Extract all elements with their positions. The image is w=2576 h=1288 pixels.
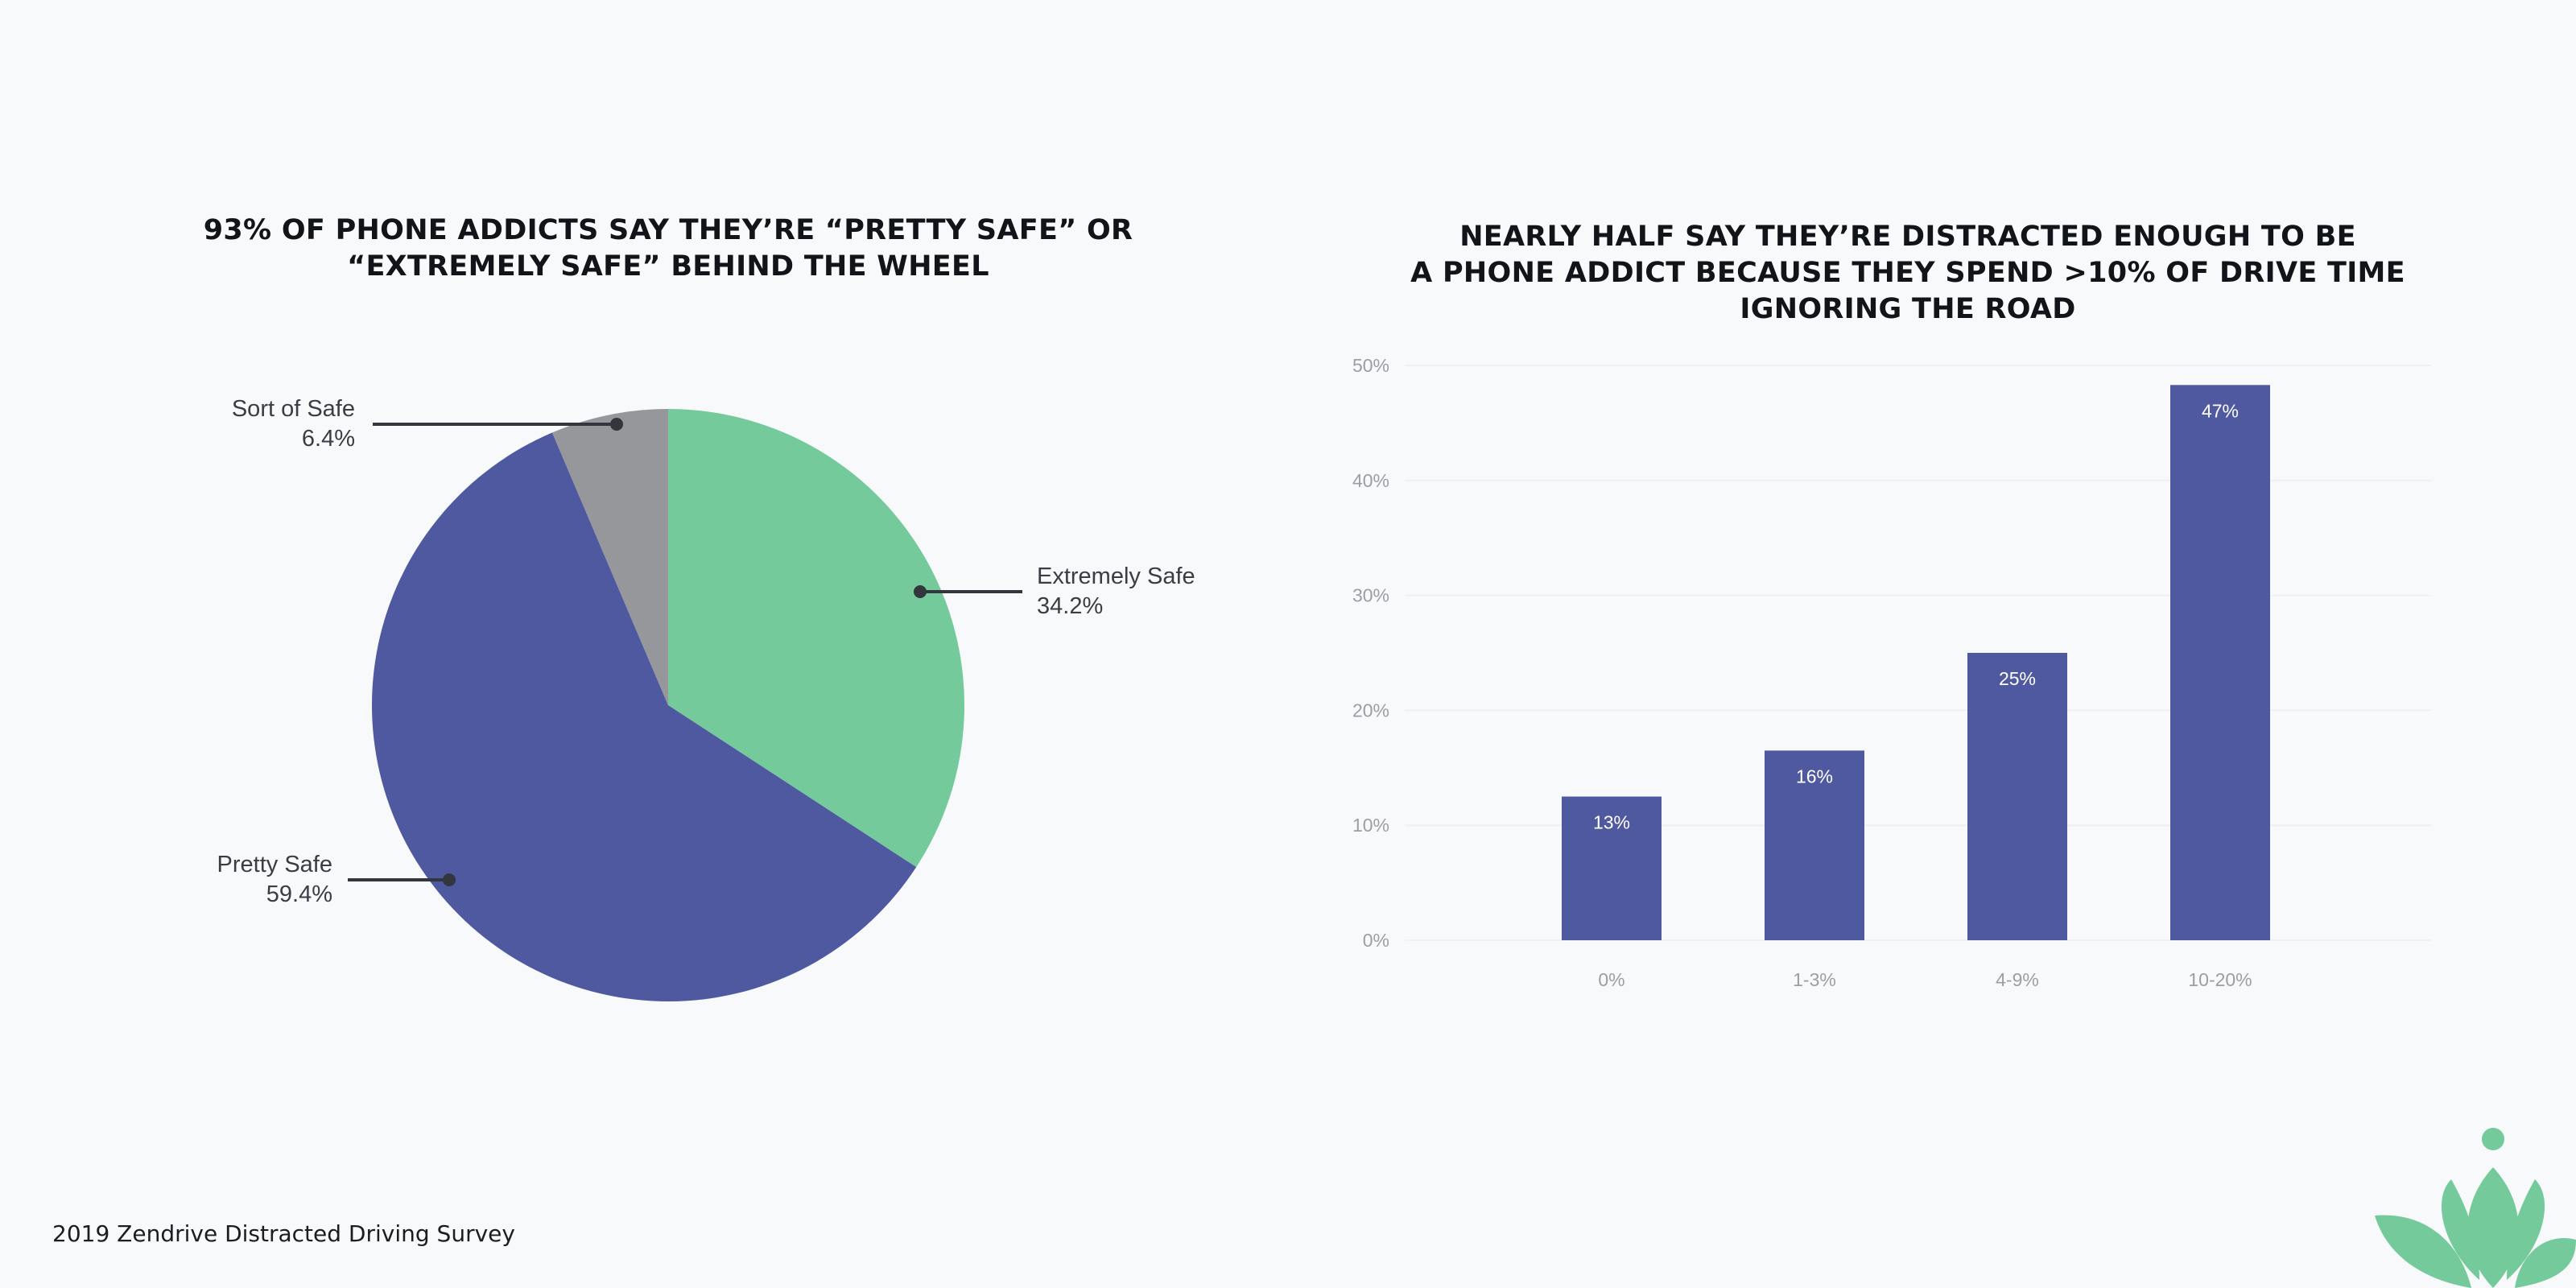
y-tick-label: 40%: [1352, 470, 1389, 491]
callout-dot-sort-of-safe: [610, 418, 623, 431]
y-tick-label: 20%: [1352, 700, 1389, 720]
pie-label-pretty-safe: Pretty Safe: [217, 852, 332, 877]
x-tick-label: 10-20%: [2188, 969, 2252, 990]
y-tick-label: 0%: [1363, 930, 1389, 951]
bar-data-label: 25%: [1999, 668, 2036, 689]
bar-1: [1562, 796, 1662, 940]
pie-title-line: 93% OF PHONE ADDICTS SAY THEY’RE “PRETTY…: [203, 214, 1133, 246]
callout-dot-extremely-safe: [914, 585, 927, 598]
pie-chart-title: 93% OF PHONE ADDICTS SAY THEY’RE “PRETTY…: [185, 213, 1151, 285]
pie-value-label-sort-of-safe: 6.4%: [302, 426, 355, 452]
bar-title-line: NEARLY HALF SAY THEY’RE DISTRACTED ENOUG…: [1459, 221, 2356, 253]
x-tick-label: 4-9%: [1996, 969, 2039, 990]
bar-title-line: A PHONE ADDICT BECAUSE THEY SPEND >10% O…: [1410, 257, 2405, 289]
pie-slice-pretty-safe: [372, 432, 917, 1001]
bar-title-line: IGNORING THE ROAD: [1740, 293, 2076, 325]
bar-3: [1967, 653, 2067, 940]
callout-dot-pretty-safe: [443, 873, 456, 886]
footer-source-note: 2019 Zendrive Distracted Driving Survey: [52, 1220, 515, 1247]
pie-slice-extremely-safe: [668, 409, 965, 868]
x-tick-label: 0%: [1598, 969, 1624, 990]
pie-label-extremely-safe: Extremely Safe: [1037, 564, 1195, 589]
pie-value-label-pretty-safe: 59.4%: [266, 881, 332, 907]
bar-data-label: 16%: [1796, 766, 1833, 786]
bar-4: [2170, 385, 2270, 940]
bar-data-label: 47%: [2202, 400, 2239, 421]
pie-title-line: “EXTREMELY SAFE” BEHIND THE WHEEL: [347, 250, 989, 283]
pie-value-label-extremely-safe: 34.2%: [1037, 593, 1103, 619]
bar-data-label: 13%: [1593, 812, 1630, 833]
x-tick-label: 1-3%: [1793, 969, 1836, 990]
pie-slice-sort-of-safe: [551, 409, 668, 705]
bar-chart-title: NEARLY HALF SAY THEY’RE DISTRACTED ENOUG…: [1344, 219, 2471, 328]
pie-chart: Extremely Safe 34.2% Pretty Safe 59.4% Sort …: [217, 396, 1195, 1001]
y-tick-label: 10%: [1352, 815, 1389, 836]
pie-label-sort-of-safe: Sort of Safe: [232, 396, 355, 422]
lotus-logo-icon: [2375, 1128, 2576, 1288]
bar-2: [1765, 750, 1864, 940]
y-tick-label: 30%: [1352, 585, 1389, 606]
y-tick-label: 50%: [1352, 355, 1389, 376]
